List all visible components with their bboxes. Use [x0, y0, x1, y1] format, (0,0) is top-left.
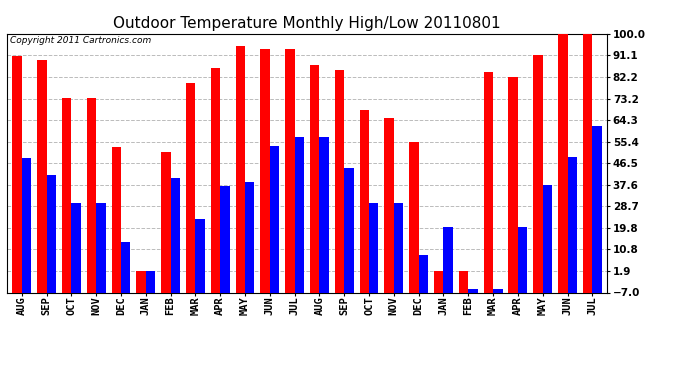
- Bar: [558, 34, 567, 292]
- Bar: [434, 271, 444, 292]
- Bar: [567, 157, 577, 292]
- Bar: [12, 56, 22, 292]
- Bar: [394, 203, 403, 292]
- Bar: [518, 227, 527, 292]
- Bar: [444, 227, 453, 292]
- Bar: [419, 255, 428, 292]
- Bar: [310, 65, 319, 292]
- Bar: [469, 289, 477, 292]
- Bar: [195, 219, 205, 292]
- Bar: [484, 72, 493, 292]
- Bar: [235, 46, 245, 292]
- Bar: [121, 242, 130, 292]
- Bar: [112, 147, 121, 292]
- Bar: [62, 98, 71, 292]
- Bar: [170, 178, 180, 292]
- Bar: [245, 183, 255, 292]
- Bar: [409, 142, 419, 292]
- Bar: [211, 68, 220, 292]
- Bar: [335, 70, 344, 292]
- Bar: [319, 136, 329, 292]
- Bar: [543, 184, 552, 292]
- Bar: [260, 50, 270, 292]
- Bar: [47, 175, 56, 292]
- Text: Copyright 2011 Cartronics.com: Copyright 2011 Cartronics.com: [10, 36, 151, 45]
- Bar: [22, 158, 31, 292]
- Bar: [369, 203, 379, 292]
- Bar: [384, 118, 394, 292]
- Bar: [161, 152, 170, 292]
- Bar: [533, 55, 543, 292]
- Bar: [493, 289, 502, 292]
- Bar: [37, 60, 47, 292]
- Title: Outdoor Temperature Monthly High/Low 20110801: Outdoor Temperature Monthly High/Low 201…: [113, 16, 501, 31]
- Bar: [220, 186, 230, 292]
- Bar: [344, 168, 354, 292]
- Bar: [295, 136, 304, 292]
- Bar: [509, 77, 518, 292]
- Bar: [146, 271, 155, 292]
- Bar: [186, 83, 195, 292]
- Bar: [96, 203, 106, 292]
- Bar: [459, 271, 469, 292]
- Bar: [137, 271, 146, 292]
- Bar: [359, 110, 369, 292]
- Bar: [285, 50, 295, 292]
- Bar: [592, 126, 602, 292]
- Bar: [270, 146, 279, 292]
- Bar: [71, 203, 81, 292]
- Bar: [583, 34, 592, 292]
- Bar: [87, 98, 96, 292]
